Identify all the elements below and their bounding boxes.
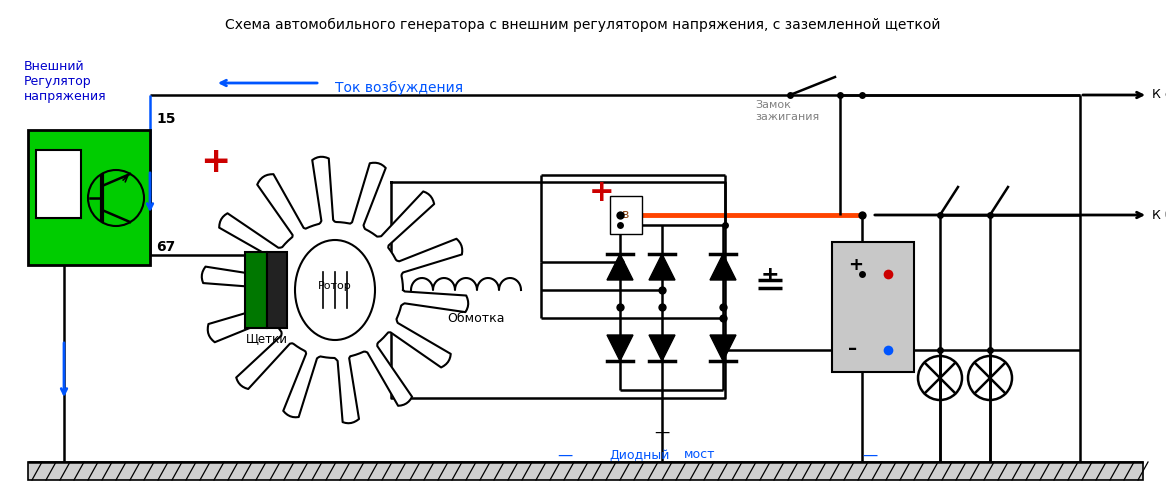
FancyBboxPatch shape	[28, 130, 150, 265]
Text: Обмотка: Обмотка	[448, 312, 505, 325]
Text: Схема автомобильного генератора с внешним регулятором напряжения, с заземленной : Схема автомобильного генератора с внешни…	[225, 18, 941, 32]
Text: Замок
зажигания: Замок зажигания	[756, 100, 820, 122]
Text: Ротор: Ротор	[318, 281, 352, 291]
Text: –: –	[848, 340, 857, 358]
Text: в: в	[621, 208, 630, 222]
Text: —: —	[557, 448, 573, 463]
Text: К бортовой сети: К бортовой сети	[1152, 208, 1166, 222]
Polygon shape	[710, 254, 736, 280]
Text: мост: мост	[684, 449, 716, 462]
FancyBboxPatch shape	[245, 252, 267, 328]
Text: —: —	[654, 425, 669, 439]
Text: +: +	[199, 145, 230, 179]
FancyBboxPatch shape	[833, 242, 914, 372]
Polygon shape	[710, 335, 736, 361]
Text: К системе зажигания: К системе зажигания	[1152, 89, 1166, 101]
Text: +: +	[589, 178, 614, 207]
Polygon shape	[607, 254, 633, 280]
FancyBboxPatch shape	[36, 150, 80, 218]
Text: —: —	[863, 448, 878, 463]
FancyBboxPatch shape	[28, 462, 1143, 480]
Text: Внешний
Регулятор
напряжения: Внешний Регулятор напряжения	[24, 60, 106, 103]
Text: Щетки: Щетки	[246, 332, 288, 345]
Polygon shape	[649, 254, 675, 280]
Text: Диодный: Диодный	[610, 449, 670, 462]
Polygon shape	[607, 335, 633, 361]
Text: 15: 15	[156, 112, 176, 126]
Text: Ток возбуждения: Ток возбуждения	[335, 81, 463, 95]
Text: +: +	[848, 256, 863, 274]
Polygon shape	[649, 335, 675, 361]
Ellipse shape	[295, 240, 375, 340]
FancyBboxPatch shape	[267, 252, 287, 328]
Text: 67: 67	[156, 240, 175, 254]
Polygon shape	[202, 157, 469, 423]
Text: +: +	[760, 265, 779, 285]
